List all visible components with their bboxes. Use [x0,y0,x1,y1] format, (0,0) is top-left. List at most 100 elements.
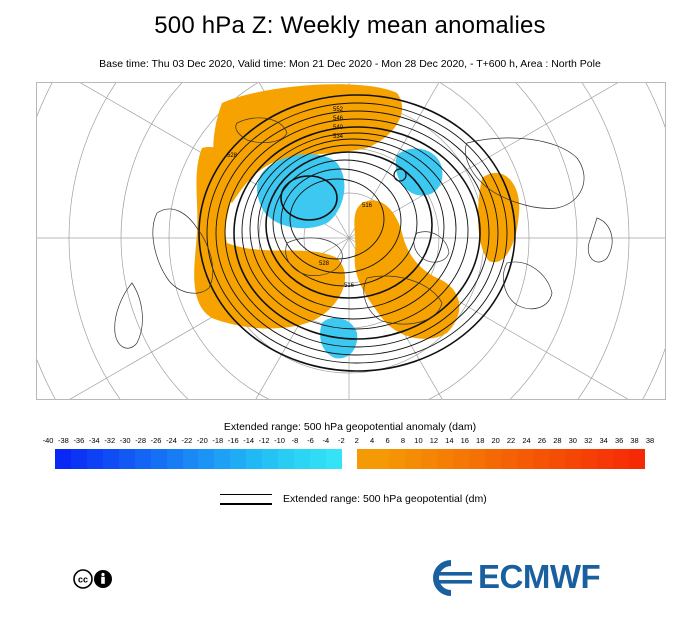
colorbar-tick-label: 38 [630,436,639,445]
colorbar-tick-label: 2 [354,436,359,445]
colorbar-tick-label: 4 [370,436,375,445]
contour-label: 546 [333,116,344,122]
colorbar-tick-label: -16 [227,436,239,445]
contour-label: 552 [333,107,344,113]
chart-subtitle: Base time: Thu 03 Dec 2020, Valid time: … [99,58,601,70]
colorbar-swatch [613,449,629,469]
map-svg: 552 546 540 534 528 516 516 528 [37,83,665,399]
colorbar-swatch [294,449,310,469]
colorbar-swatch [134,449,151,469]
colorbar-swatch [198,449,215,469]
colorbar-tick-label: 28 [553,436,562,445]
colorbar-swatch [437,449,453,469]
colorbar-tick-label: 24 [522,436,531,445]
colorbar-swatch [453,449,469,469]
colorbar-swatch [262,449,279,469]
colorbar-tick-label: -10 [274,436,285,445]
colorbar-swatch [501,449,517,469]
colorbar-tick-label: -20 [196,436,208,445]
colorbar-tick-label: 30 [568,436,577,445]
colorbar-swatch [55,449,71,469]
chart-title: 500 hPa Z: Weekly mean anomalies [154,12,546,39]
contour-labels: 552 546 540 534 528 516 516 528 [227,107,373,289]
colorbar-swatch [549,449,565,469]
colorbar-tick-label: -32 [104,436,116,445]
cc-by-icon: cc [73,568,113,595]
colorbar-tick-label: -14 [243,436,255,445]
colorbar-swatch [214,449,231,469]
positive-anomaly-areas [194,84,520,339]
colorbar-swatch [405,449,421,469]
colorbar-swatch [389,449,405,469]
coastlines [114,117,613,349]
contour-label: 516 [344,283,355,289]
colorbar-tick-label: 8 [400,436,406,445]
colorbar-tick-label: 14 [445,436,454,445]
colorbar-tick-label: 20 [491,436,500,445]
colorbar-tick-label: -40 [42,436,54,445]
contour-label: 534 [333,134,344,140]
thin-line-sample [220,494,272,495]
contour-line-label: Extended range: 500 hPa geopotential (dm… [283,493,487,505]
colorbar-tick-label: -24 [166,436,177,445]
colorbar-tick-label: 32 [584,436,593,445]
colorbar-tick-label: 10 [414,436,423,445]
colorbar-swatch [70,449,87,469]
colorbar-swatch [421,449,437,469]
colorbar-swatch [517,449,533,469]
anomaly-legend-title: Extended range: 500 hPa geopotential ano… [223,421,477,433]
colorbar-tick-label: -30 [119,436,131,445]
contour-label: 528 [227,153,238,159]
contour-label: 528 [319,261,330,267]
colorbar-tick-label: -38 [58,436,69,445]
colorbar-swatch [581,449,597,469]
colorbar-tick-label: 16 [460,436,469,445]
colorbar-swatch [150,449,167,469]
colorbar-tick-label: -36 [73,436,85,445]
geopotential-contours [198,94,516,372]
colorbar-tick-label: 36 [614,436,624,445]
colorbar-swatch [310,449,326,469]
colorbar-tick-label: -28 [135,436,147,445]
colorbar-tick-label: -22 [181,436,193,445]
colorbar-swatch [373,449,389,469]
colorbar-tick-label: -6 [307,436,314,445]
colorbar-negative [55,449,342,469]
colorbar-swatch [118,449,135,469]
colorbar-tick-label: -2 [337,436,345,445]
colorbar-swatch [565,449,581,469]
contour-label: 516 [362,203,373,209]
colorbar-tick-label: 6 [385,436,390,445]
colorbar-swatch [485,449,501,469]
thick-line-sample [220,503,272,505]
colorbar-swatch [533,449,549,469]
colorbar-swatch [230,449,247,469]
ecmwf-logo-text: ECMWF [478,558,601,595]
contour-label: 540 [333,125,344,131]
colorbar-swatch [182,449,199,469]
colorbar-tick-label: 34 [599,436,608,445]
svg-text:cc: cc [78,575,88,585]
colorbar-tick-label: -34 [88,436,100,445]
colorbar-swatch [325,449,342,469]
colorbar-tick-label: -18 [212,436,224,445]
colorbar-swatch [86,449,103,469]
colorbar-swatch [357,449,373,469]
colorbar-swatch [597,449,613,469]
colorbar-swatch [166,449,183,469]
colorbar-ticks: -40 -38 -36 -34 -32 -30 -28 -26 -24 -22 -20 -18 -16-… [43,436,655,448]
colorbar-tick-label: -8 [291,436,299,445]
polar-map: 552 546 540 534 528 516 516 528 [36,82,666,400]
colorbar-positive [357,449,645,469]
colorbar-tick-label: 12 [429,436,439,445]
colorbar-swatch [102,449,119,469]
colorbar-tick-label: 18 [476,436,485,445]
colorbar-swatch [469,449,485,469]
colorbar-tick-label: -12 [258,436,270,445]
colorbar-swatch [629,449,645,469]
contour-line-legend: Extended range: 500 hPa geopotential (dm… [220,490,520,510]
colorbar-tick-label: -26 [150,436,162,445]
colorbar-swatch [278,449,295,469]
colorbar-tick-label: 22 [506,436,516,445]
colorbar-tick-label: 26 [537,436,547,445]
